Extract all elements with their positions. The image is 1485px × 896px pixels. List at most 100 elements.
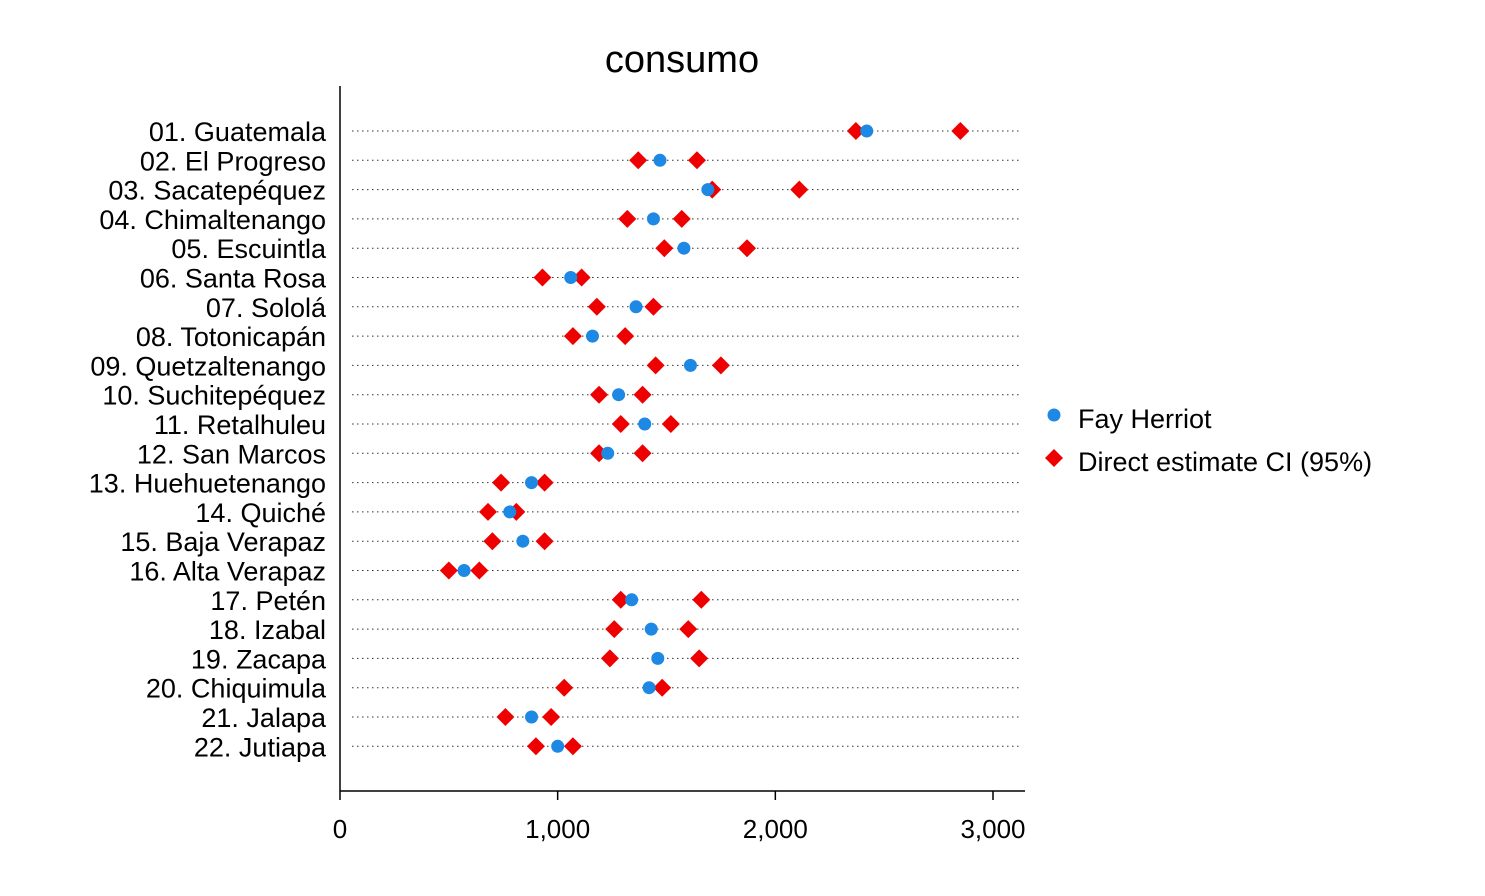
category-label: 03. Sacatepéquez bbox=[108, 176, 326, 206]
chart-title: consumo bbox=[605, 39, 759, 81]
direct-estimate-lower-point bbox=[846, 122, 865, 140]
direct-estimate-upper-point bbox=[692, 590, 711, 609]
category-label: 06. Santa Rosa bbox=[140, 264, 327, 294]
category-label: 20. Chiquimula bbox=[146, 674, 327, 704]
direct-estimate-upper-point bbox=[616, 327, 635, 346]
direct-estimate-upper-point bbox=[653, 678, 672, 697]
direct-estimate-lower-point bbox=[646, 356, 665, 375]
category-label: 01. Guatemala bbox=[149, 117, 327, 147]
fay-herriot-point bbox=[525, 710, 539, 724]
fay-herriot-point bbox=[642, 681, 656, 695]
category-label: 04. Chimaltenango bbox=[99, 205, 326, 235]
fay-herriot-point bbox=[677, 241, 691, 255]
fay-herriot-point bbox=[457, 564, 471, 577]
category-label: 13. Huehuetenango bbox=[89, 469, 326, 499]
fay-herriot-point bbox=[551, 739, 565, 753]
x-tick-label: 3,000 bbox=[960, 814, 1025, 844]
direct-estimate-lower-point bbox=[479, 502, 498, 521]
data-marks bbox=[439, 122, 970, 756]
direct-estimate-upper-point bbox=[679, 620, 698, 639]
direct-estimate-upper-point bbox=[572, 268, 591, 287]
direct-estimate-lower-point bbox=[496, 708, 515, 726]
direct-estimate-upper-point bbox=[535, 473, 554, 492]
direct-estimate-upper-point bbox=[563, 737, 582, 756]
direct-estimate-lower-point bbox=[605, 620, 624, 639]
category-label: 21. Jalapa bbox=[201, 703, 327, 733]
direct-estimate-lower-point bbox=[600, 649, 619, 668]
direct-estimate-upper-point bbox=[738, 239, 757, 258]
category-label: 18. Izabal bbox=[209, 615, 326, 645]
category-label: 19. Zacapa bbox=[191, 644, 327, 674]
fay-herriot-point bbox=[646, 212, 660, 226]
fay-herriot-point bbox=[683, 358, 697, 372]
category-label: 02. El Progreso bbox=[140, 146, 326, 176]
direct-estimate-upper-point bbox=[644, 297, 663, 316]
direct-estimate-upper-point bbox=[711, 356, 730, 375]
category-label: 14. Quiché bbox=[195, 498, 326, 528]
fay-herriot-point bbox=[638, 417, 652, 431]
fay-herriot-point bbox=[525, 476, 539, 490]
x-tick-label: 2,000 bbox=[743, 814, 808, 844]
legend-direct-estimate-marker bbox=[1045, 449, 1063, 467]
legend-fay-herriot-marker bbox=[1047, 408, 1061, 422]
fay-herriot-point bbox=[585, 329, 599, 343]
direct-estimate-upper-point bbox=[661, 415, 680, 433]
direct-estimate-lower-point bbox=[587, 297, 606, 316]
direct-estimate-lower-point bbox=[483, 532, 502, 551]
fay-herriot-point bbox=[701, 183, 715, 197]
x-tick-label: 1,000 bbox=[525, 814, 590, 844]
fay-herriot-point bbox=[653, 153, 667, 167]
legend-direct-estimate-label: Direct estimate CI (95%) bbox=[1078, 447, 1372, 477]
category-label: 11. Retalhuleu bbox=[154, 410, 326, 440]
category-label: 07. Sololá bbox=[206, 293, 327, 323]
x-tick-label: 0 bbox=[333, 814, 347, 844]
fay-herriot-point bbox=[629, 300, 643, 314]
direct-estimate-upper-point bbox=[633, 385, 652, 404]
direct-estimate-upper-point bbox=[790, 180, 809, 199]
direct-estimate-lower-point bbox=[611, 590, 630, 609]
direct-estimate-upper-point bbox=[470, 561, 489, 580]
direct-estimate-lower-point bbox=[439, 561, 458, 580]
direct-estimate-lower-point bbox=[655, 239, 674, 258]
legend: Fay Herriot Direct estimate CI (95%) bbox=[1045, 404, 1372, 477]
category-label: 17. Petén bbox=[210, 586, 326, 616]
category-label: 12. San Marcos bbox=[137, 439, 326, 469]
fay-herriot-point bbox=[644, 622, 658, 636]
direct-estimate-lower-point bbox=[526, 737, 545, 756]
direct-estimate-upper-point bbox=[535, 532, 554, 551]
direct-estimate-lower-point bbox=[611, 415, 630, 433]
category-label: 10. Suchitepéquez bbox=[102, 381, 326, 411]
category-label: 05. Escuintla bbox=[171, 234, 327, 264]
direct-estimate-upper-point bbox=[672, 209, 691, 228]
fay-herriot-point bbox=[564, 271, 578, 284]
fay-herriot-point bbox=[860, 124, 874, 138]
legend-fay-herriot-label: Fay Herriot bbox=[1078, 404, 1212, 434]
category-label: 22. Jutiapa bbox=[194, 732, 327, 762]
fay-herriot-point bbox=[601, 446, 615, 460]
direct-estimate-lower-point bbox=[533, 268, 552, 287]
category-label: 08. Totonicapán bbox=[136, 322, 326, 352]
direct-estimate-lower-point bbox=[618, 209, 637, 228]
direct-estimate-lower-point bbox=[563, 327, 582, 346]
direct-estimate-upper-point bbox=[542, 708, 561, 726]
direct-estimate-upper-point bbox=[687, 151, 706, 170]
fay-herriot-point bbox=[651, 651, 665, 665]
fay-herriot-point bbox=[503, 505, 517, 519]
category-label: 09. Quetzaltenango bbox=[90, 351, 326, 381]
direct-estimate-lower-point bbox=[629, 151, 648, 170]
fay-herriot-point bbox=[516, 534, 530, 548]
fay-herriot-point bbox=[625, 593, 639, 607]
direct-estimate-lower-point bbox=[555, 678, 574, 697]
direct-estimate-lower-point bbox=[492, 473, 511, 492]
direct-estimate-upper-point bbox=[951, 122, 970, 140]
axis-layer: 0 1,000 2,000 3,000 bbox=[333, 86, 1026, 844]
direct-estimate-upper-point bbox=[690, 649, 709, 668]
fay-herriot-point bbox=[612, 388, 626, 402]
category-label: 15. Baja Verapaz bbox=[120, 527, 326, 557]
direct-estimate-lower-point bbox=[590, 385, 609, 404]
category-label: 16. Alta Verapaz bbox=[129, 557, 326, 587]
direct-estimate-upper-point bbox=[633, 444, 652, 463]
